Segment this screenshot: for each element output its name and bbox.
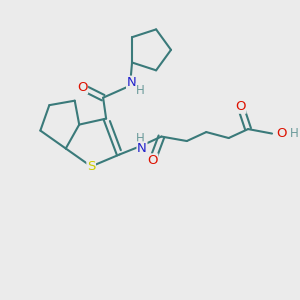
Text: N: N [137,142,147,155]
Text: O: O [147,154,158,167]
Text: S: S [87,160,95,173]
Text: H: H [290,127,299,140]
Text: O: O [77,81,88,94]
Text: H: H [136,84,145,97]
Text: H: H [136,132,145,146]
Text: N: N [127,76,136,89]
Text: O: O [277,127,287,140]
Text: O: O [236,100,246,113]
